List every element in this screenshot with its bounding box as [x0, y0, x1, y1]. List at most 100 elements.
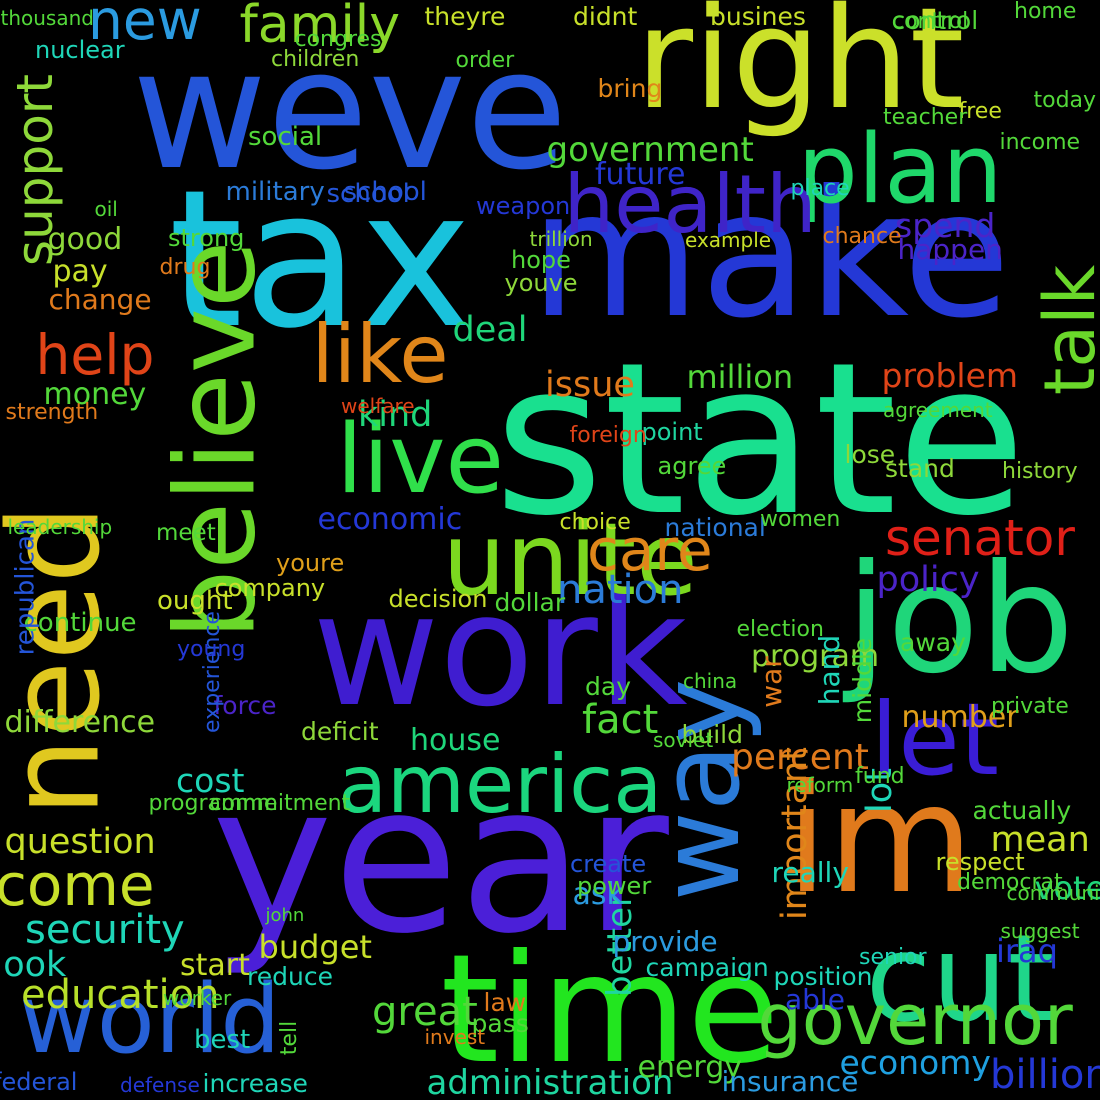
cloud-word: republican — [9, 518, 40, 656]
cloud-word: security — [25, 907, 185, 953]
cloud-word: strength — [5, 400, 99, 425]
cloud-word: vote — [1034, 869, 1100, 907]
cloud-word: school — [343, 177, 427, 207]
cloud-word: point — [641, 418, 703, 446]
cloud-word: really — [771, 856, 849, 889]
cloud-word: force — [213, 690, 277, 720]
cloud-word: busines — [710, 1, 806, 31]
cloud-word: trillion — [529, 227, 593, 251]
cloud-word: agree — [657, 452, 727, 480]
cloud-word: teacher — [883, 105, 968, 130]
cloud-word: government — [546, 130, 754, 170]
cloud-word: change — [48, 283, 152, 316]
cloud-word: national — [664, 512, 766, 542]
cloud-word: senior — [859, 945, 927, 970]
cloud-word: control — [892, 9, 969, 34]
cloud-word: reform — [786, 773, 854, 797]
cloud-word: money — [43, 377, 147, 412]
cloud-word: insurance — [721, 1065, 859, 1098]
cloud-word: able — [785, 983, 845, 1016]
cloud-word: program — [751, 639, 880, 674]
cloud-word: stand — [885, 453, 955, 483]
cloud-word: economic — [317, 502, 463, 537]
cloud-word: increase — [202, 1068, 308, 1098]
cloud-word: invest — [424, 1025, 486, 1049]
cloud-word: deal — [452, 309, 528, 350]
cloud-word: young — [177, 637, 246, 662]
cloud-word: tax — [168, 149, 472, 370]
cloud-word: reduce — [247, 961, 333, 991]
cloud-word: number — [901, 700, 1019, 735]
cloud-word: experience — [199, 611, 225, 733]
cloud-word: pay — [52, 254, 108, 289]
cloud-word: chance — [822, 224, 902, 249]
cloud-word: dollar — [494, 587, 566, 617]
cloud-word: issue — [545, 364, 635, 405]
cloud-word: day — [585, 671, 631, 701]
cloud-word: continue — [23, 608, 137, 638]
cloud-word: health — [563, 158, 817, 251]
cloud-word: energy — [637, 1050, 743, 1085]
cloud-word: leadership — [7, 515, 113, 539]
cloud-word: campaign — [645, 952, 769, 982]
cloud-word: happen — [897, 233, 1003, 266]
cloud-word: new — [88, 0, 202, 52]
cloud-word: kind — [358, 394, 433, 435]
cloud-word: like — [311, 308, 449, 401]
cloud-word: programme — [148, 791, 278, 816]
cloud-word: community — [1006, 881, 1100, 905]
cloud-word: unite — [442, 501, 698, 618]
cloud-word: democrat — [957, 870, 1063, 895]
cloud-word: help — [35, 322, 155, 387]
cloud-word: war — [754, 656, 788, 708]
cloud-word: private — [991, 694, 1069, 719]
cloud-word: ask — [572, 877, 624, 912]
cloud-word: america — [338, 738, 663, 831]
cloud-word: law — [483, 987, 527, 1017]
cloud-word: place — [790, 176, 850, 201]
cloud-word: thousand — [0, 6, 94, 30]
cloud-word: come — [0, 851, 155, 919]
cloud-word: welfare — [341, 394, 415, 418]
cloud-word: worker — [163, 986, 232, 1010]
cloud-word: oil — [94, 197, 118, 221]
cloud-word: billion — [990, 1052, 1100, 1098]
cloud-word: china — [683, 669, 738, 693]
cloud-word: world — [19, 964, 281, 1075]
cloud-word: away — [900, 627, 966, 657]
cloud-word: example — [685, 228, 772, 252]
cloud-word: defense — [120, 1073, 200, 1097]
cloud-word: income — [999, 130, 1081, 155]
cloud-word: children — [271, 47, 360, 72]
cloud-word: year — [211, 740, 669, 979]
cloud-word: build — [681, 719, 743, 749]
cloud-word: start — [180, 948, 250, 983]
cloud-word: decision — [388, 585, 488, 613]
cloud-word: administration — [426, 1063, 674, 1100]
cloud-word: fund — [855, 764, 905, 789]
cloud-word: nuclear — [35, 36, 125, 64]
cloud-word: problem — [881, 355, 1019, 395]
cloud-word: create — [570, 850, 647, 878]
cloud-word: respect — [935, 848, 1025, 876]
cloud-word: right — [635, 0, 965, 141]
cloud-word: difference — [4, 705, 156, 740]
cloud-word: deficit — [301, 716, 379, 746]
cloud-word: plan — [797, 114, 1003, 225]
cloud-word: school — [326, 179, 410, 209]
cloud-word: suggest — [1000, 919, 1080, 943]
cloud-word: nation — [557, 567, 684, 613]
cloud-word: make — [530, 153, 1011, 357]
cloud-word: iraq — [996, 932, 1058, 970]
cloud-word: cost — [176, 760, 245, 800]
cloud-word: hand — [813, 634, 847, 706]
cloud-word: weve — [132, 13, 568, 206]
cloud-word: power — [577, 872, 652, 900]
cloud-word: choice — [559, 510, 631, 535]
cloud-word: great — [372, 989, 478, 1035]
cloud-word: spend — [895, 205, 996, 245]
cloud-word: military — [225, 177, 325, 207]
cloud-word: home — [1014, 0, 1077, 24]
cloud-word: actually — [972, 795, 1072, 825]
